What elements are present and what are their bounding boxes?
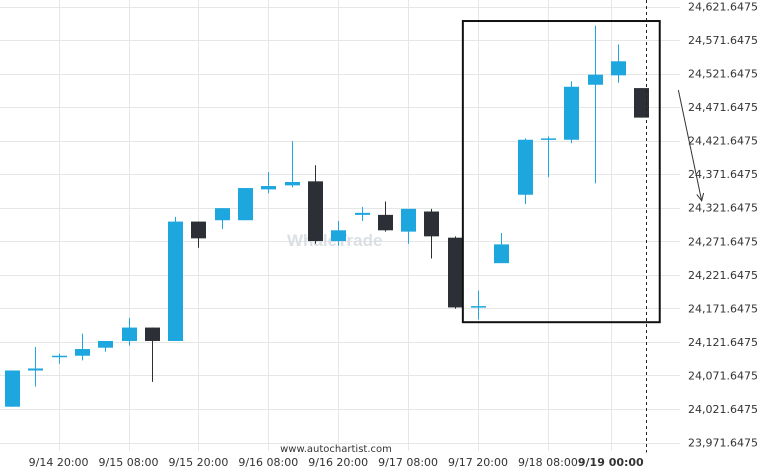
candle-body-up — [238, 188, 253, 221]
candle-body-up — [28, 368, 43, 371]
y-tick-label: 24,471.6475 — [688, 101, 758, 114]
candle-body-up — [52, 355, 67, 358]
candle-body-down — [634, 88, 649, 118]
x-tick-label: 9/14 20:00 — [29, 456, 89, 469]
candle-body-up — [611, 61, 626, 76]
candle-body-up — [285, 182, 300, 186]
y-tick-label: 24,421.6475 — [688, 135, 758, 148]
forecast-arrow-head — [696, 192, 705, 202]
candle-body-up — [518, 139, 533, 195]
y-tick-label: 24,271.6475 — [688, 235, 758, 248]
y-tick-label: 23,971.6475 — [688, 437, 758, 450]
x-tick-label: 9/16 08:00 — [238, 456, 298, 469]
candle-body-up — [168, 221, 183, 341]
x-tick-label: 9/16 20:00 — [308, 456, 368, 469]
x-tick-label: 9/19 00:00 — [578, 456, 644, 469]
candle-body-up — [541, 138, 556, 140]
y-tick-label: 24,121.6475 — [688, 336, 758, 349]
pattern-overlay — [461, 0, 705, 453]
candle-body-up — [75, 349, 90, 356]
candle-body-up — [5, 370, 20, 407]
candle-body-up — [122, 327, 137, 341]
y-tick-label: 24,021.6475 — [688, 403, 758, 416]
candle-body-up — [261, 186, 276, 190]
candle-body-up — [355, 212, 370, 215]
y-axis: 24,621.6475 24,571.6475 24,521.6475 24,471.… — [688, 1, 758, 450]
y-tick-label: 24,071.6475 — [688, 369, 758, 382]
y-tick-label: 24,321.6475 — [688, 202, 758, 215]
y-tick-label: 24,621.6475 — [688, 1, 758, 14]
y-tick-label: 24,371.6475 — [688, 168, 758, 181]
candle-body-up — [331, 230, 346, 242]
x-axis: 9/14 20:00 9/15 08:00 9/15 20:00 9/16 08:00… — [29, 456, 644, 469]
candle-body-down — [378, 214, 393, 231]
candle-body-down — [424, 211, 439, 237]
y-tick-label: 24,521.6475 — [688, 68, 758, 81]
candle-body-up — [471, 306, 486, 308]
candle-body-down — [191, 221, 206, 239]
x-tick-label: 9/15 08:00 — [99, 456, 159, 469]
y-tick-label: 24,571.6475 — [688, 34, 758, 47]
y-tick-label: 24,171.6475 — [688, 302, 758, 315]
candle-body-up — [215, 208, 230, 221]
candle-body-up — [588, 74, 603, 85]
candle-body-up — [401, 208, 416, 232]
y-tick-label: 24,221.6475 — [688, 269, 758, 282]
candle-body-down — [448, 237, 463, 308]
candles — [5, 25, 649, 407]
x-tick-label: 9/17 08:00 — [378, 456, 438, 469]
candle-body-up — [494, 244, 509, 264]
footer-source: www.autochartist.com — [280, 444, 392, 455]
candle-body-down — [145, 327, 160, 341]
x-tick-label: 9/15 20:00 — [168, 456, 228, 469]
pattern-highlight-box — [461, 20, 661, 324]
forecast-arrow-line — [677, 90, 703, 201]
x-tick-label: 9/18 08:00 — [518, 456, 578, 469]
grid-lines — [0, 0, 680, 451]
x-tick-label: 9/17 20:00 — [448, 456, 508, 469]
candle-body-up — [564, 86, 579, 140]
candle-body-down — [308, 181, 323, 242]
candle-body-up — [98, 340, 113, 348]
